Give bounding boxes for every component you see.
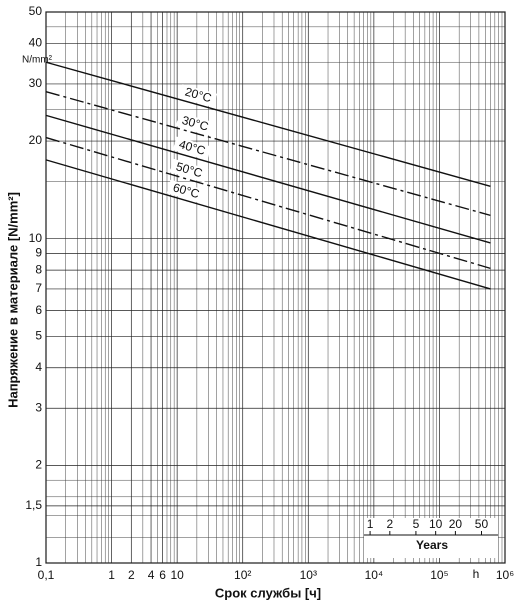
y-tick-label: 40 — [29, 36, 43, 50]
x-tick-label: 4 — [148, 568, 155, 582]
y-tick-label: 4 — [35, 360, 42, 374]
y-tick-label: 1,5 — [25, 498, 42, 512]
y-tick-label: 6 — [35, 303, 42, 317]
x-tick-label: 10³ — [300, 568, 317, 582]
y-tick-label: 5 — [35, 328, 42, 342]
x-tick-label: 1 — [108, 568, 115, 582]
y-tick-label: 7 — [35, 281, 42, 295]
x-tick-label: 10⁴ — [365, 568, 384, 582]
years-tick-label: 2 — [386, 517, 393, 531]
years-tick-label: 5 — [413, 517, 420, 531]
y-tick-label: 50 — [29, 4, 43, 18]
years-tick-label: 1 — [367, 517, 374, 531]
y-tick-label: 1 — [35, 555, 42, 569]
years-tick-label: 10 — [429, 517, 443, 531]
y-unit: N/mm² — [22, 55, 53, 66]
y-axis-title: Напряжение в материале [N/mm²] — [5, 192, 20, 408]
series-label-bg — [172, 136, 212, 160]
x-tick-label: 2 — [128, 568, 135, 582]
y-tick-label: 8 — [35, 262, 42, 276]
y-tick-label: 30 — [29, 76, 43, 90]
years-tick-label: 50 — [475, 517, 489, 531]
x-tick-label: 10 — [170, 568, 184, 582]
x-tick-label: 10² — [234, 568, 251, 582]
series-line — [45, 136, 491, 270]
y-tick-label: 3 — [35, 400, 42, 414]
years-title: Years — [416, 538, 448, 552]
series-label-bg — [175, 112, 215, 136]
series-line — [45, 61, 491, 188]
x-tick-label: 10⁶ — [496, 568, 514, 582]
series-line — [45, 90, 491, 217]
series-label-bg — [169, 158, 209, 183]
series-label-bg — [166, 179, 206, 204]
series-line — [45, 114, 491, 244]
series-label-bg — [178, 84, 218, 108]
x-unit: h — [473, 567, 480, 581]
x-tick-label: 10⁵ — [430, 568, 448, 582]
years-tick-label: 20 — [449, 517, 463, 531]
y-tick-label: 9 — [35, 246, 42, 260]
x-tick-label: 6 — [159, 568, 166, 582]
x-tick-label: 0,1 — [38, 568, 55, 582]
y-tick-label: 20 — [29, 133, 43, 147]
y-tick-label: 2 — [35, 458, 42, 472]
years-box — [364, 518, 498, 558]
series-line — [45, 159, 491, 290]
x-axis-title: Срок службы [ч] — [215, 585, 321, 600]
y-tick-label: 10 — [29, 231, 43, 245]
